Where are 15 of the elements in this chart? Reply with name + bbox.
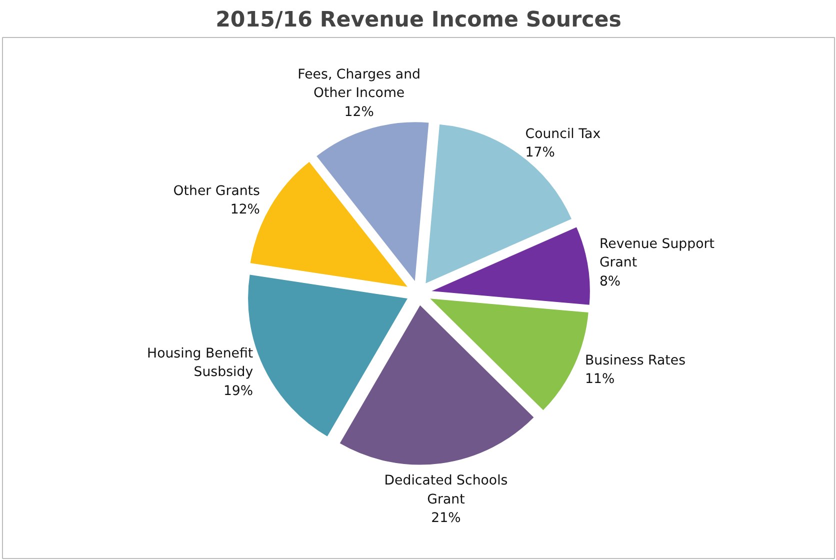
slice-label: Dedicated Schools Grant: [384, 474, 508, 508]
slice-label: Revenue Support Grant: [599, 237, 714, 271]
data-label: 19%: [223, 384, 254, 399]
chart-title: 2015/16 Revenue Income Sources: [216, 8, 622, 32]
slice-label: Housing Benefit Susbsidy: [147, 346, 254, 380]
slice-label: Fees, Charges and Other Income: [298, 67, 421, 102]
data-label: 11%: [585, 372, 615, 388]
data-label: 21%: [431, 511, 461, 526]
slice-label: Other Grants: [173, 184, 260, 199]
data-label: 8%: [599, 274, 621, 290]
data-label: 12%: [230, 202, 260, 218]
data-label: 12%: [344, 104, 374, 120]
slice-label: Council Tax: [525, 126, 601, 142]
slice-label: Business Rates: [585, 353, 686, 368]
data-label: 17%: [525, 146, 555, 161]
